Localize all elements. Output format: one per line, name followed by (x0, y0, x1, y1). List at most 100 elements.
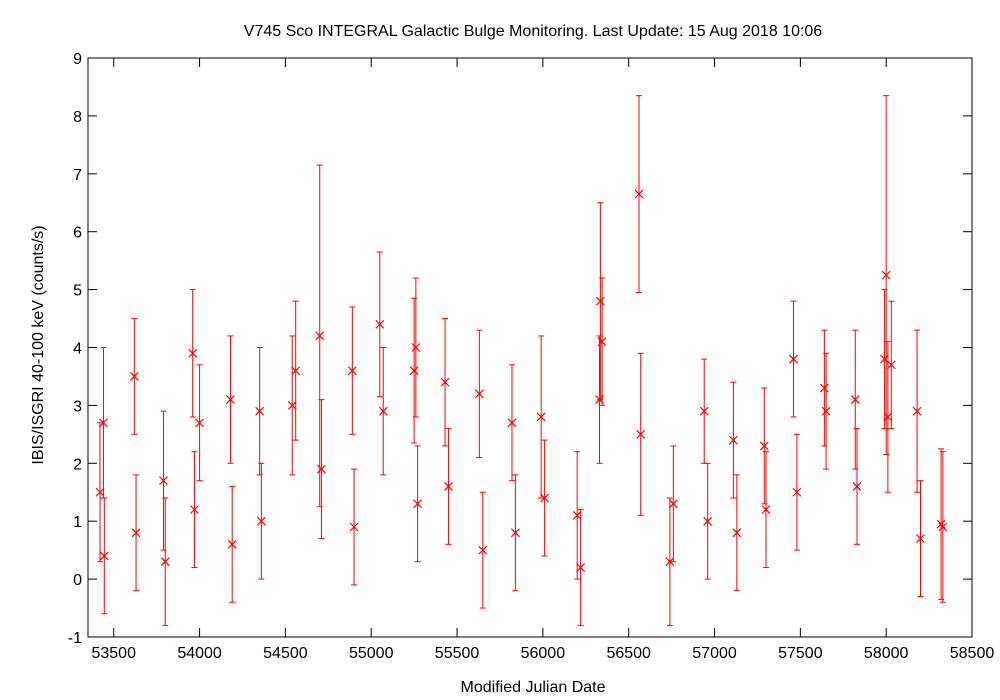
chart-title: V745 Sco INTEGRAL Galactic Bulge Monitor… (244, 23, 823, 40)
data-point (291, 300, 301, 441)
data-point (852, 428, 862, 545)
data-point (189, 451, 199, 569)
x-marker (159, 476, 168, 486)
data-point (378, 347, 388, 476)
data-point (916, 480, 925, 597)
data-point (474, 329, 484, 459)
x-marker (510, 528, 520, 538)
x-marker (595, 296, 605, 306)
data-point (440, 318, 450, 447)
x-marker (413, 499, 422, 509)
x-marker (189, 505, 199, 515)
x-marker (440, 377, 450, 387)
y-tick-label: 6 (73, 225, 82, 242)
y-tick-label: 4 (73, 341, 82, 358)
x-marker (256, 516, 266, 526)
data-point (886, 300, 896, 430)
data-point (349, 468, 359, 586)
x-marker (761, 505, 771, 515)
x-marker (938, 522, 948, 532)
y-tick-label: 2 (73, 456, 82, 473)
x-marker (732, 528, 742, 538)
data-point (317, 399, 326, 540)
data-point (668, 445, 678, 563)
x-marker (759, 441, 769, 451)
x-marker (576, 563, 586, 572)
y-tick-label: 7 (73, 167, 82, 184)
x-marker (474, 389, 484, 399)
x-marker (99, 551, 109, 561)
data-point (595, 202, 605, 401)
data-point (881, 95, 891, 456)
x-tick-label: 55500 (435, 645, 480, 662)
x-marker (597, 337, 607, 347)
x-marker (792, 487, 802, 497)
x-marker (287, 400, 297, 410)
data-point (792, 433, 802, 551)
data-point (409, 297, 419, 444)
x-marker (880, 354, 889, 364)
data-point (576, 509, 586, 626)
x-marker (378, 406, 388, 416)
data-point (699, 358, 709, 464)
data-point (880, 289, 889, 430)
data-point (347, 306, 357, 435)
data-point (936, 448, 946, 600)
y-tick-label: 3 (73, 398, 82, 415)
data-point (759, 387, 769, 505)
data-point (536, 335, 546, 499)
x-marker (349, 522, 359, 532)
y-axis: -1 0 1 2 3 4 5 6 7 8 9 (68, 51, 972, 647)
x-marker (886, 360, 896, 370)
y-tick-label: 0 (73, 572, 82, 589)
x-tick-label: 55000 (349, 645, 394, 662)
data-point (159, 410, 168, 551)
data-point (195, 364, 204, 482)
x-marker (536, 412, 546, 422)
data-point (821, 352, 831, 470)
data-point (287, 335, 297, 476)
x-tick-label: 57500 (778, 645, 823, 662)
y-tick-label: 5 (73, 283, 82, 300)
x-marker (507, 418, 517, 428)
data-point (850, 329, 860, 470)
x-marker (375, 319, 385, 329)
x-marker (99, 418, 108, 428)
x-tick-label: 54500 (263, 645, 308, 662)
x-marker (347, 366, 357, 376)
x-axis: 53500 54000 54500 55000 55500 56000 56500 57000… (91, 58, 994, 662)
x-marker (821, 406, 831, 416)
y-tick-label: 8 (73, 109, 82, 126)
data-point (226, 335, 235, 464)
x-marker (665, 557, 675, 567)
data-point (883, 341, 893, 493)
data-point (131, 474, 141, 592)
x-marker (315, 331, 325, 341)
data-point (510, 474, 520, 592)
data-point (938, 451, 948, 603)
x-tick-label: 56500 (606, 645, 651, 662)
data-point (478, 491, 488, 609)
data-point (227, 485, 237, 603)
x-marker (409, 366, 419, 376)
data-point (789, 300, 798, 418)
data-point (99, 497, 109, 615)
x-marker (789, 354, 798, 364)
data-point (413, 445, 422, 563)
x-marker (227, 539, 237, 549)
data-point (761, 451, 771, 569)
x-marker (852, 482, 862, 491)
x-marker (226, 395, 235, 405)
x-marker (883, 412, 893, 422)
x-tick-label: 57000 (692, 645, 737, 662)
x-marker (634, 189, 644, 199)
data-point (444, 428, 453, 545)
x-marker (478, 545, 488, 555)
x-marker (572, 510, 582, 520)
x-tick-label: 53500 (91, 645, 136, 662)
data-point (597, 277, 607, 406)
data-point (728, 381, 738, 499)
series-0 (95, 95, 948, 626)
data-point (315, 164, 325, 508)
